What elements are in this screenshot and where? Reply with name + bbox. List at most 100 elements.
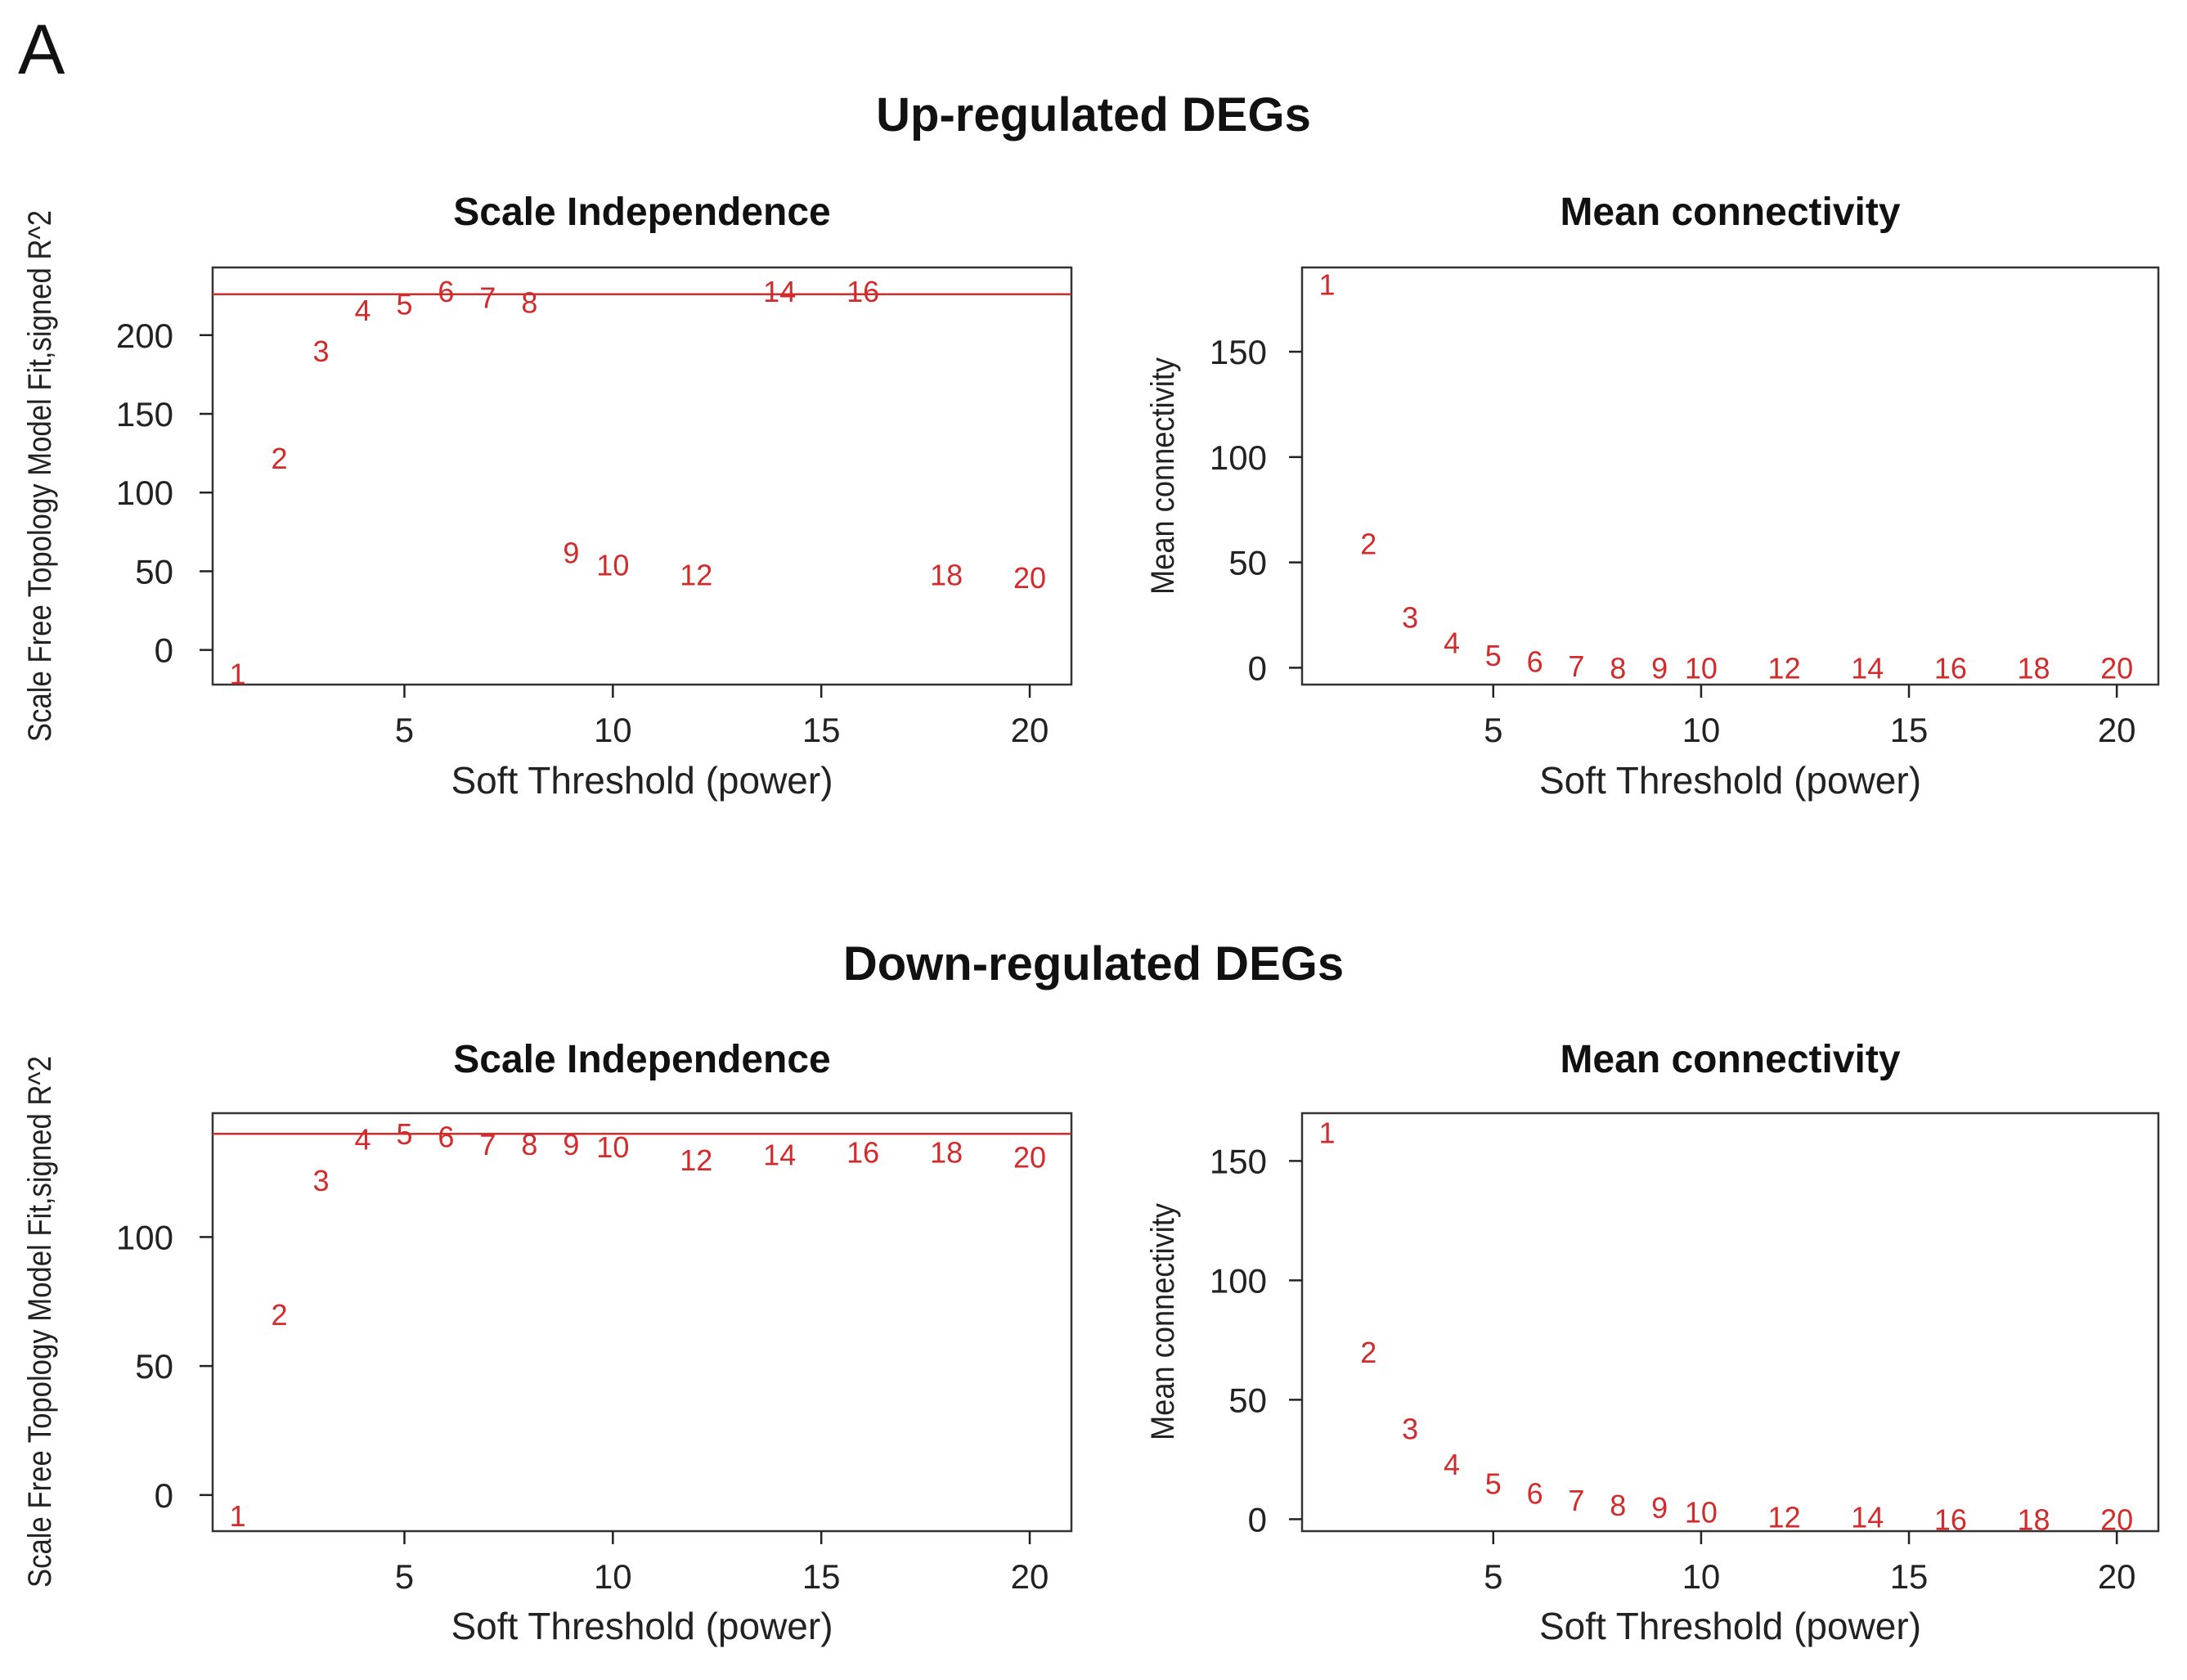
chart-title: Scale Independence [453,191,831,234]
x-axis-label: Soft Threshold (power) [451,759,833,802]
x-tick-label: 15 [1890,1557,1929,1596]
data-point-label: 16 [847,275,879,308]
x-tick-label: 20 [2098,711,2136,749]
data-point-label: 4 [354,1123,370,1157]
y-tick-label: 50 [1228,1381,1267,1419]
data-point-label: 18 [2018,1503,2050,1536]
data-point-label: 5 [1485,1467,1502,1501]
plot-frame [1300,1112,2160,1533]
data-point-label: 14 [763,275,796,308]
x-tick-label: 10 [594,711,632,749]
chart-title: Mean connectivity [1560,191,1900,234]
y-tick-label: 150 [1210,1142,1267,1180]
data-point-label: 10 [596,1130,629,1164]
x-tick-label: 15 [802,711,841,749]
y-tick-label: 50 [135,552,173,591]
y-tick-label: 150 [1210,333,1267,371]
x-tick-label: 5 [1484,1557,1502,1596]
data-point-label: 9 [1651,651,1668,685]
data-point-label: 9 [1651,1491,1668,1525]
data-point-label: 20 [1013,561,1046,595]
y-tick-label: 100 [1210,1261,1267,1300]
data-point-label: 7 [479,281,496,315]
data-point-label: 8 [1610,1489,1626,1522]
x-tick-label: 10 [594,1557,632,1596]
y-tick-label: 0 [1248,1500,1267,1539]
data-point-label: 1 [1318,1116,1335,1149]
data-point-label: 12 [680,1143,712,1177]
data-point-label: 8 [1610,651,1626,685]
data-point-label: 14 [763,1138,796,1171]
data-point-label: 20 [1013,1141,1046,1175]
chart-title: Scale Independence [453,1038,831,1081]
panel-label: A [18,11,65,89]
x-axis-label: Soft Threshold (power) [1539,1605,1921,1647]
plot-frame [211,266,1073,686]
y-tick-label: 150 [116,395,173,433]
data-point-label: 7 [1568,1484,1584,1517]
data-point-label: 12 [1768,1500,1801,1534]
x-tick-label: 20 [2098,1557,2136,1596]
data-point-label: 16 [1934,1503,1967,1536]
x-tick-label: 5 [1484,711,1502,749]
data-point-label: 4 [354,294,370,327]
data-point-label: 9 [563,536,579,569]
data-point-label: 1 [230,658,246,691]
y-tick-label: 200 [116,317,173,355]
chart-up-mean-connectivity: Mean connectivity 5 10 15 20 0 50 100 150 Soft Th… [1145,191,2160,802]
data-point-label: 5 [396,1117,412,1151]
x-axis-label: Soft Threshold (power) [1539,759,1921,802]
data-point-label: 18 [930,558,963,591]
data-point-label: 2 [272,442,288,475]
data-point-label: 9 [563,1128,579,1161]
data-point-label: 8 [521,285,537,319]
data-point-label: 6 [1527,1476,1543,1510]
data-point-label: 4 [1444,1448,1460,1481]
y-tick-label: 50 [1228,544,1267,582]
y-tick-label: 100 [116,474,173,512]
section-title-down: Down-regulated DEGs [842,937,1345,990]
data-point-label: 6 [438,1120,454,1153]
data-point-label: 14 [1851,1500,1884,1534]
x-tick-label: 20 [1011,1557,1049,1596]
data-point-label: 1 [1318,268,1335,302]
y-tick-label: 0 [155,631,173,670]
data-point-label: 10 [1685,651,1718,685]
data-point-label: 3 [1402,601,1418,635]
section-title-up: Up-regulated DEGs [876,88,1311,141]
y-tick-label: 0 [1248,649,1267,687]
data-point-label: 18 [2018,651,2050,685]
data-point-label: 2 [1360,527,1376,560]
data-point-label: 20 [2100,1503,2133,1536]
x-tick-label: 20 [1011,711,1049,749]
y-axis-label: Scale Free Topology Model Fit,signed R^2 [22,1056,58,1588]
data-point-label: 6 [1527,645,1543,679]
data-point-label: 8 [521,1128,537,1161]
x-tick-label: 15 [1890,711,1929,749]
data-point-label: 16 [1934,651,1967,685]
data-point-label: 4 [1444,626,1460,659]
x-tick-label: 10 [1682,1557,1721,1596]
x-axis-label: Soft Threshold (power) [451,1605,833,1647]
data-point-label: 7 [479,1128,496,1161]
y-axis-label: Mean connectivity [1145,357,1181,595]
data-point-label: 10 [596,549,629,582]
data-point-label: 14 [1851,651,1884,685]
x-tick-label: 5 [395,1557,414,1596]
x-tick-label: 15 [802,1557,841,1596]
data-point-label: 12 [680,558,712,591]
x-tick-label: 5 [395,711,414,749]
data-point-label: 3 [313,1164,330,1197]
y-tick-label: 100 [116,1218,173,1256]
data-point-label: 3 [1402,1412,1418,1445]
data-point-label: 2 [272,1298,288,1332]
data-point-label: 1 [230,1499,246,1533]
y-tick-label: 100 [1210,438,1267,477]
data-point-label: 3 [313,335,330,368]
data-point-label: 2 [1360,1336,1376,1369]
x-tick-label: 10 [1682,711,1721,749]
plot-frame [1300,266,2160,686]
